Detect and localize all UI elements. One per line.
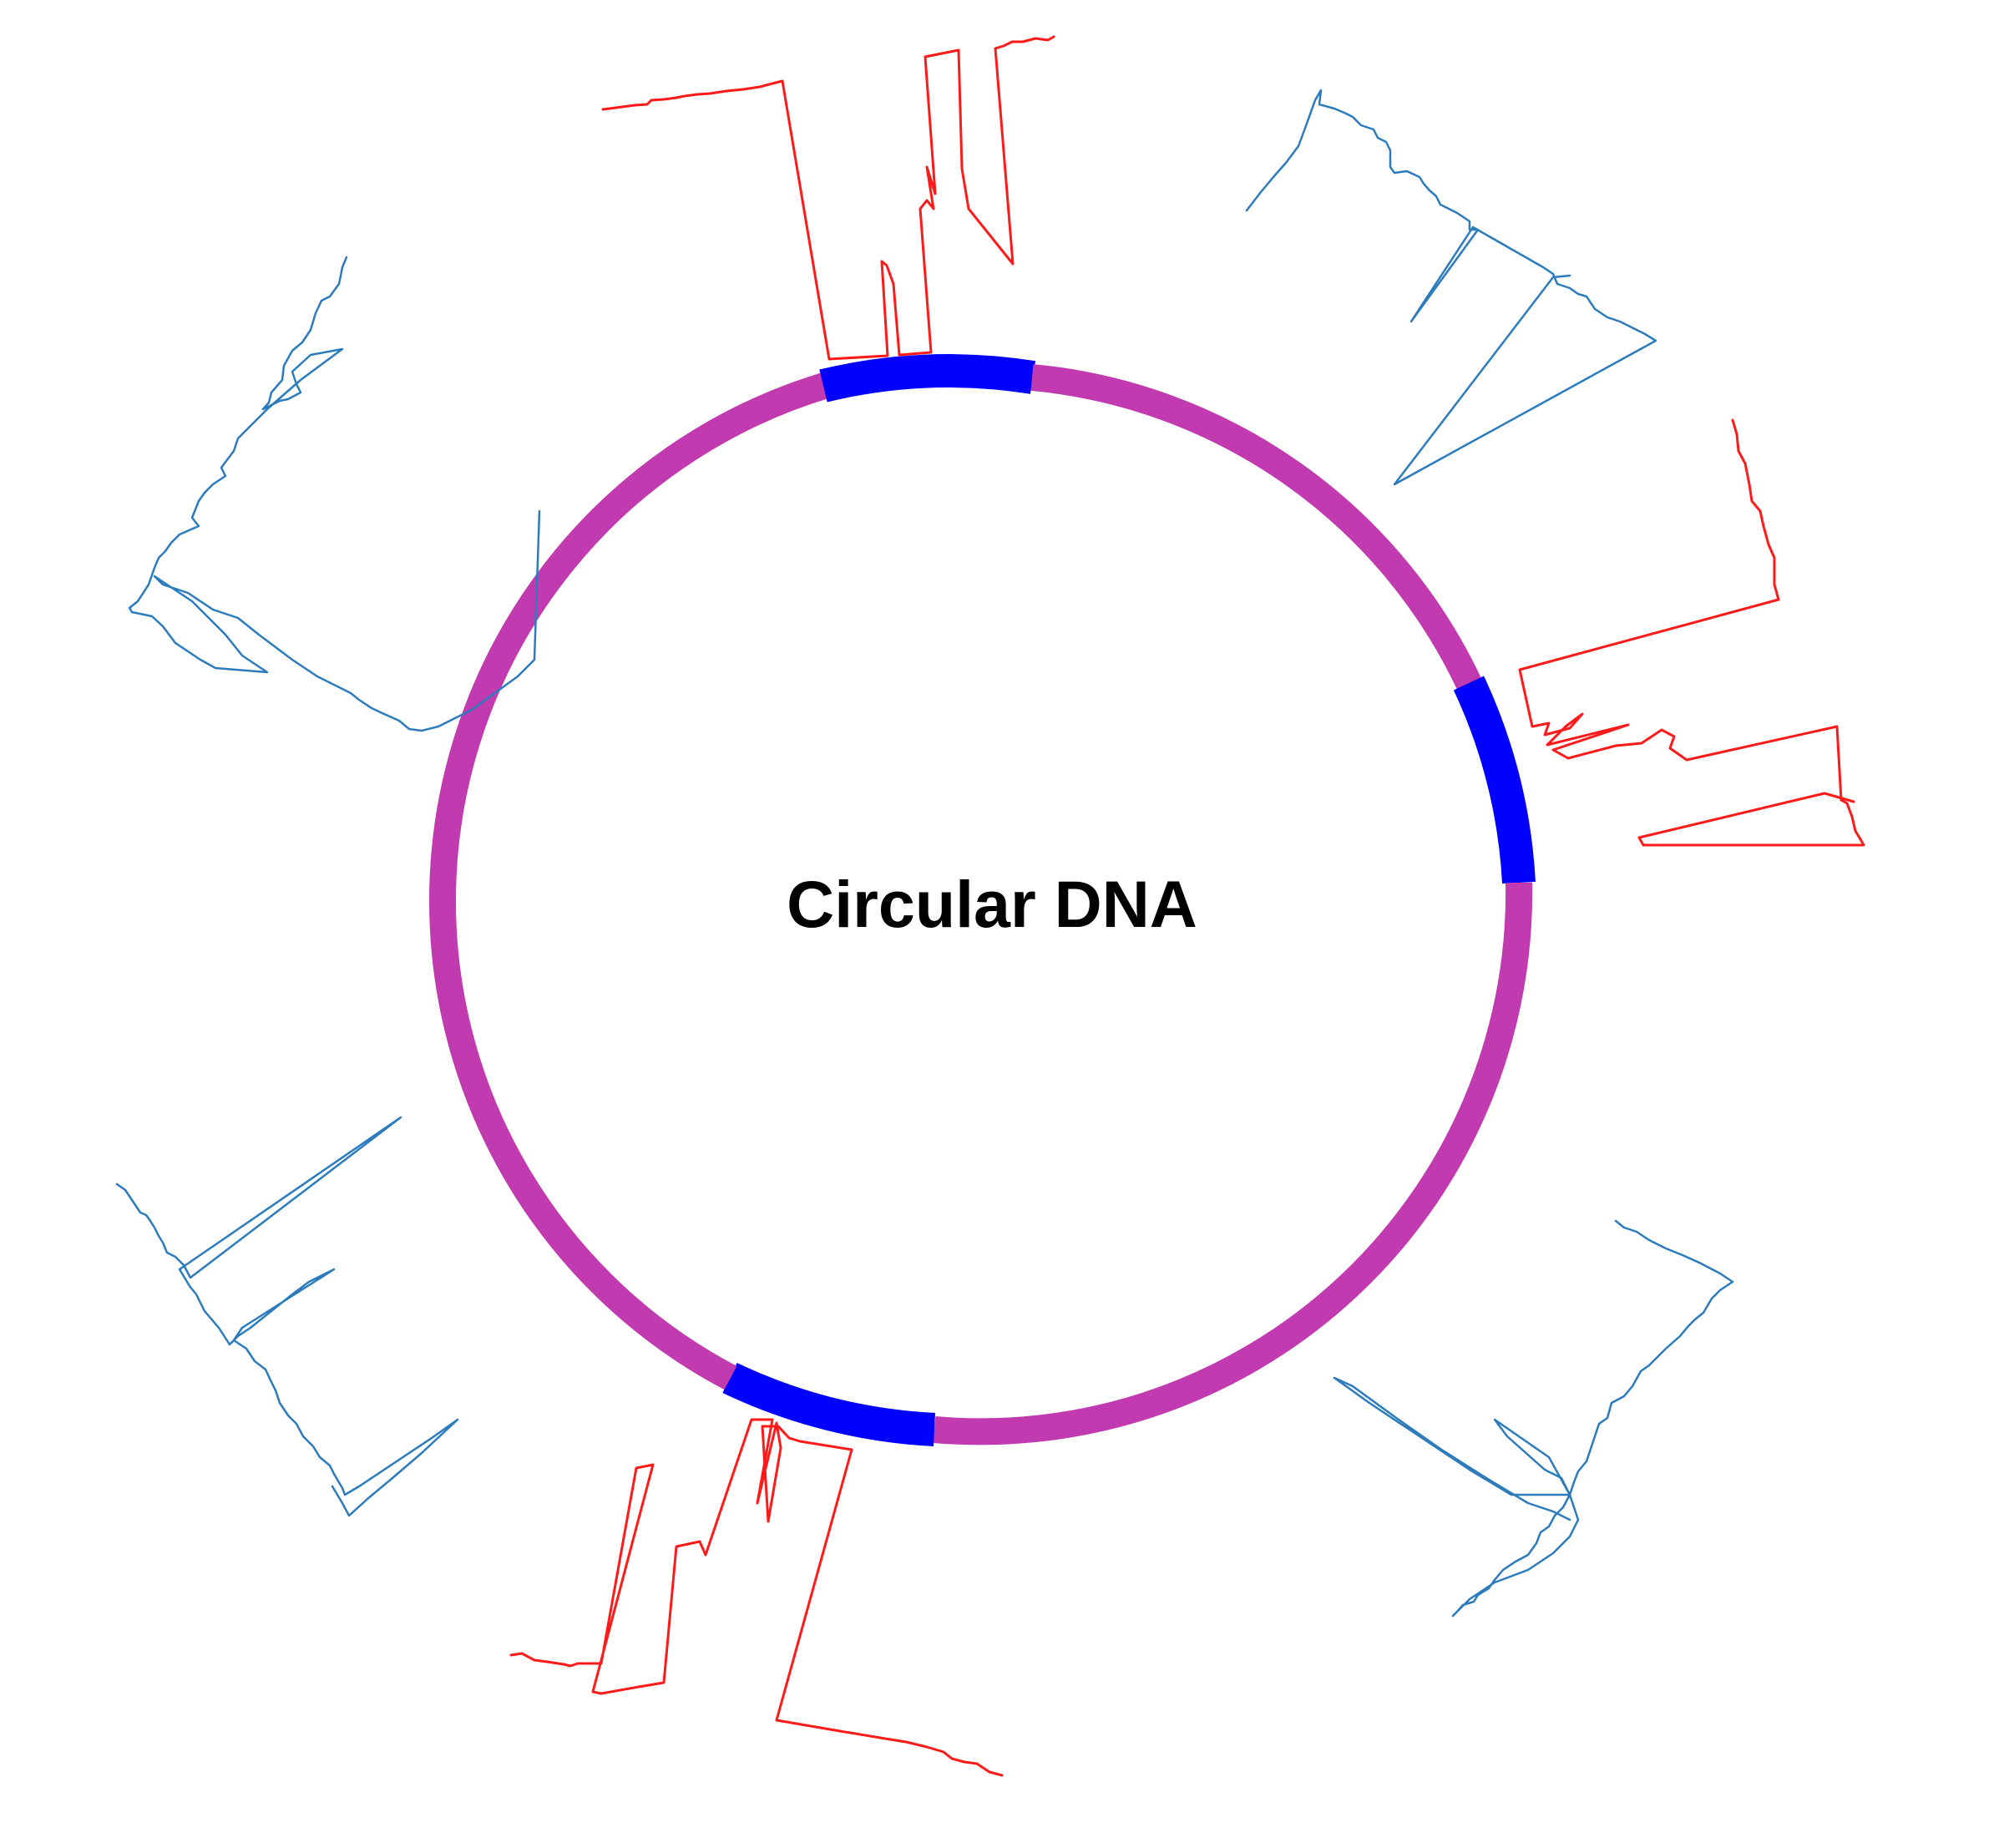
blue-trace-top-left <box>128 256 541 732</box>
ring-segment-right-upper <box>1030 364 1482 691</box>
ring-segment-top-left <box>429 372 828 902</box>
ring-segment-left <box>429 900 737 1390</box>
blue-trace-bottom-left <box>115 1116 459 1517</box>
blue-traces <box>115 89 1734 1618</box>
red-trace-bottom <box>509 1418 1004 1777</box>
red-trace-right <box>1518 418 1865 847</box>
red-trace-top <box>601 35 1055 361</box>
highlight-segment-right <box>1453 676 1536 884</box>
ring-segment-right-lower <box>933 882 1533 1445</box>
blue-trace-top-right <box>1245 89 1657 486</box>
dna-ring <box>429 354 1536 1446</box>
blue-trace-bottom-right <box>1333 1219 1734 1618</box>
highlight-segment-top <box>819 354 1036 403</box>
diagram-title: Circular DNA <box>787 867 1197 941</box>
highlight-segment-bottom <box>722 1362 936 1446</box>
red-traces <box>509 35 1865 1777</box>
